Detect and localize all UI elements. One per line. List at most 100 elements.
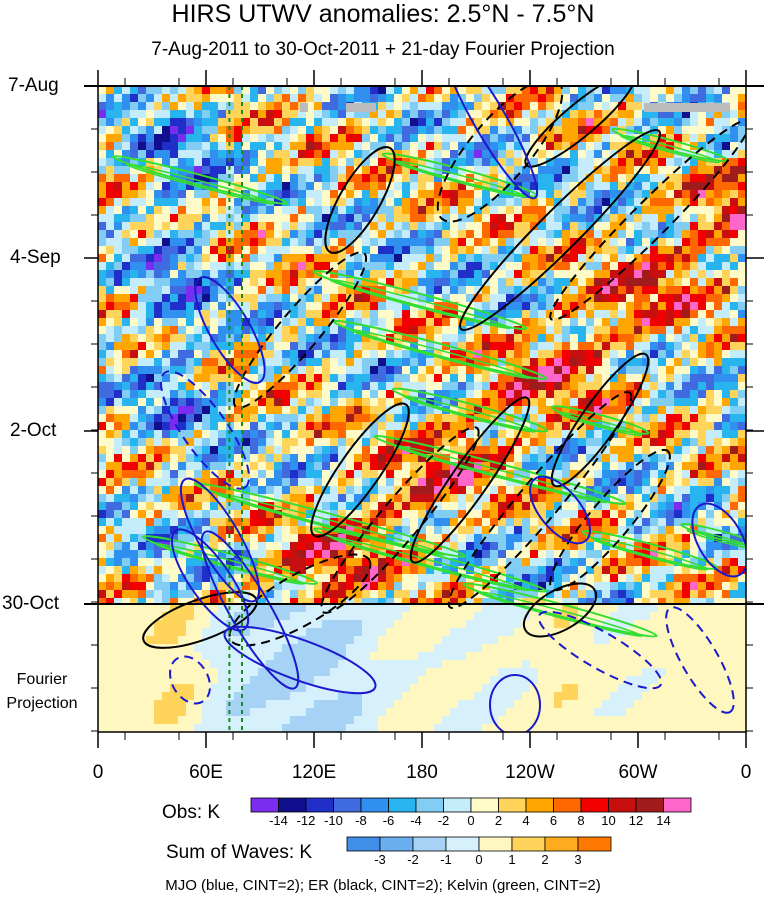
er-contour: [409, 396, 531, 564]
waves-colorbar-swatch: [445, 836, 480, 852]
obs-colorbar-tick-label: 8: [577, 813, 585, 828]
mjo-contour: [223, 625, 377, 695]
er-contour: [232, 251, 368, 409]
obs-colorbar-swatch: [388, 797, 417, 813]
obs-colorbar-tick-label: 2: [494, 813, 503, 828]
er-contour: [524, 86, 636, 168]
mjo-contour: [169, 655, 211, 705]
obs-colorbar-label: Obs: K: [162, 802, 221, 823]
obs-colorbar-swatch: [608, 797, 637, 813]
waves-colorbar-swatch: [412, 836, 447, 852]
y-tick-label: 30-Oct: [2, 593, 60, 614]
mjo-contour: [529, 475, 591, 545]
er-contour: [447, 390, 633, 610]
obs-colorbar-tick-label: -12: [296, 813, 316, 828]
er-contour: [310, 402, 410, 538]
waves-colorbar-tick-label: -1: [440, 852, 452, 867]
obs-colorbar-swatch: [635, 797, 664, 813]
waves-colorbar-swatch: [511, 836, 546, 852]
y-tick-label: 7-Aug: [8, 75, 59, 96]
er-contour: [324, 146, 396, 254]
waves-colorbar-label: Sum of Waves: K: [166, 842, 313, 863]
obs-colorbar-tick-label: 12: [628, 813, 644, 828]
waves-colorbar-tick-label: -2: [407, 852, 419, 867]
x-tick-label: 120W: [505, 762, 555, 783]
er-contour: [459, 129, 661, 331]
er-contour: [228, 553, 372, 647]
obs-colorbar-tick-label: 10: [601, 813, 616, 828]
x-tick-label: 120E: [291, 762, 337, 783]
waves-colorbar-tick-label: 2: [541, 852, 549, 867]
waves-colorbar-swatch: [577, 836, 612, 852]
kelvin-contour: [112, 155, 288, 205]
er-contour: [522, 582, 598, 638]
obs-colorbar-swatch: [250, 797, 279, 813]
obs-colorbar-tick-label: -2: [437, 813, 450, 828]
fourier-projection-label: Fourier Projection: [2, 668, 82, 716]
kelvin-contour: [332, 319, 548, 381]
obs-colorbar-swatch: [443, 797, 472, 813]
contour-legend: MJO (blue, CINT=2); ER (black, CINT=2); …: [165, 877, 601, 894]
waves-colorbar-tick-label: 0: [475, 852, 483, 867]
mjo-contour: [537, 610, 663, 690]
obs-colorbar-tick-label: -14: [269, 813, 288, 828]
obs-colorbar-swatch: [663, 797, 692, 813]
obs-colorbar-tick-label: -10: [324, 813, 343, 828]
kelvin-contour: [193, 482, 467, 558]
obs-colorbar-swatch: [470, 797, 499, 813]
chart-title: HIRS UTWV anomalies: 2.5°N - 7.5°N: [171, 0, 595, 28]
obs-colorbar-swatch: [415, 797, 444, 813]
obs-colorbar-tick-label: -4: [410, 813, 422, 828]
waves-colorbar-swatch: [346, 836, 381, 852]
waves-colorbar-tick-label: 3: [574, 852, 582, 867]
missing-data-bar: [346, 103, 376, 112]
obs-colorbar-swatch: [305, 797, 334, 813]
er-contour: [550, 352, 650, 488]
x-tick-label: 60E: [189, 762, 223, 783]
obs-colorbar-tick-label: 14: [656, 813, 671, 828]
y-tick-label: 2-Oct: [10, 420, 57, 441]
mjo-contour: [159, 370, 251, 490]
chart-subtitle: 7-Aug-2011 to 30-Oct-2011 + 21-day Fouri…: [151, 39, 615, 60]
obs-colorbar-swatch: [360, 797, 389, 813]
missing-data-bar: [300, 103, 308, 112]
mjo-contour: [441, 86, 539, 200]
missing-data-bar: [644, 103, 730, 112]
kelvin-contour: [312, 269, 528, 331]
waves-colorbar-tick-label: -3: [374, 852, 386, 867]
waves-colorbar-swatch: [544, 836, 579, 852]
mjo-contour: [170, 528, 250, 632]
x-tick-label: 60W: [618, 762, 658, 783]
fourier-label-line1: Fourier: [16, 671, 68, 688]
wave-contours: [112, 86, 746, 732]
kelvin-contour: [581, 529, 719, 571]
er-contour: [320, 426, 480, 614]
obs-colorbar-swatch: [525, 797, 554, 813]
y-tick-label: 4-Sep: [10, 247, 61, 268]
obs-colorbar-swatch: [333, 797, 362, 813]
er-contour: [549, 448, 671, 592]
kelvin-contour: [391, 387, 549, 433]
obs-colorbar-tick-label: 4: [522, 813, 530, 828]
x-tick-label: 180: [406, 762, 438, 783]
obs-colorbar-swatch: [580, 797, 609, 813]
obs-colorbar-swatch: [553, 797, 582, 813]
waves-colorbar-tick-label: 1: [508, 852, 516, 867]
mjo-contour: [489, 674, 541, 732]
kelvin-contour: [142, 534, 318, 586]
obs-colorbar-tick-label: 0: [467, 813, 475, 828]
obs-colorbar-tick-label: -8: [355, 813, 367, 828]
obs-colorbar-swatch: [278, 797, 307, 813]
x-tick-label: 0: [92, 762, 104, 783]
obs-colorbar-tick-label: -6: [382, 813, 395, 828]
mjo-contour: [194, 276, 266, 384]
mjo-contour: [665, 606, 735, 714]
obs-colorbar-swatch: [498, 797, 527, 813]
fourier-label-line2: Projection: [6, 695, 78, 712]
kelvin-contour: [550, 405, 650, 435]
mjo-contour: [200, 530, 300, 690]
er-contour: [549, 119, 746, 321]
waves-colorbar-swatch: [379, 836, 414, 852]
obs-colorbar-tick-label: 6: [549, 813, 558, 828]
